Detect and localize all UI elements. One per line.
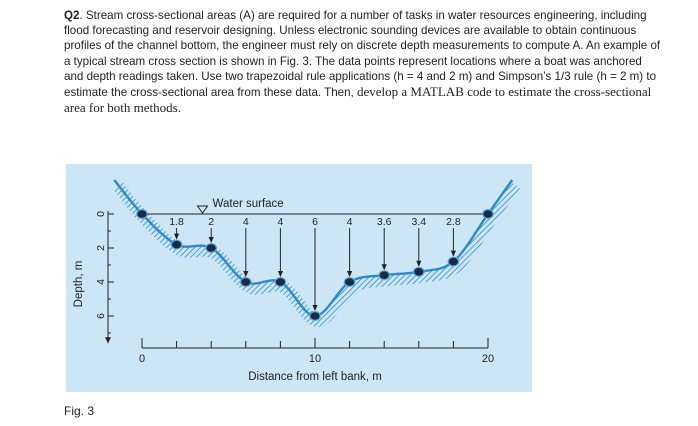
distance-tick-label: 0 bbox=[139, 353, 145, 365]
depth-arrowhead-icon bbox=[243, 271, 249, 277]
question-text: Q2. Stream cross-sectional areas (A) are… bbox=[64, 8, 664, 116]
depth-axis-label: Depth, m bbox=[73, 261, 85, 308]
depth-reading-label: 6 bbox=[312, 216, 318, 228]
data-point bbox=[136, 208, 148, 219]
channel-bed-hatching bbox=[112, 181, 521, 328]
depth-tick-label: 4 bbox=[95, 279, 107, 285]
depth-reading-label: 4 bbox=[277, 216, 283, 228]
depth-axis-arrow-icon bbox=[105, 337, 111, 344]
question-body-serif: develop a MATLAB code to estimate the cr… bbox=[64, 84, 652, 116]
distance-tick-label: 20 bbox=[482, 353, 494, 365]
depth-reading-label: 1.8 bbox=[169, 216, 184, 228]
cross-section-figure: 0 2 4 6 Depth, m 0 10 20 Distance from left bank… bbox=[66, 164, 532, 392]
distance-tick-label: 10 bbox=[309, 353, 321, 365]
data-point bbox=[343, 276, 356, 287]
depth-reading-label: 3.6 bbox=[377, 216, 392, 228]
data-point bbox=[482, 208, 494, 219]
data-point bbox=[170, 239, 183, 250]
data-point bbox=[274, 276, 287, 287]
water-surface-triangle-icon bbox=[196, 205, 209, 214]
depth-arrowhead-icon bbox=[208, 237, 214, 243]
depth-tick-label: 6 bbox=[95, 313, 107, 319]
water-surface-label: Water surface bbox=[213, 198, 284, 210]
data-point bbox=[240, 276, 252, 287]
depth-arrowhead-icon bbox=[277, 271, 283, 277]
question-body: . Stream cross-sectional areas (A) are r… bbox=[64, 9, 661, 100]
depth-reading-label: 2 bbox=[208, 216, 214, 228]
depth-reading-label: 2.8 bbox=[446, 216, 461, 228]
cross-section-chart: 0 2 4 6 Depth, m 0 10 20 Distance from left bank… bbox=[73, 179, 521, 383]
depth-reading-label: 4 bbox=[243, 216, 249, 228]
distance-axis-label: Distance from left bank, m bbox=[248, 371, 382, 383]
data-point bbox=[412, 266, 425, 277]
data-point bbox=[378, 270, 390, 281]
depth-arrowhead-icon bbox=[174, 233, 180, 240]
depth-reading-label: 4 bbox=[347, 216, 353, 228]
depth-arrowhead-icon bbox=[347, 271, 353, 277]
data-point bbox=[309, 311, 321, 322]
depth-arrowhead-icon bbox=[450, 250, 456, 257]
data-point bbox=[447, 256, 460, 267]
depth-reading-label: 3.4 bbox=[411, 216, 426, 228]
depth-arrowhead-icon bbox=[381, 264, 387, 271]
figure-caption: Fig. 3 bbox=[64, 404, 95, 418]
depth-arrowhead-icon bbox=[416, 260, 422, 267]
depth-tick-label: 0 bbox=[95, 211, 107, 217]
depth-arrowhead-icon bbox=[312, 305, 318, 311]
data-point bbox=[205, 242, 217, 253]
question-number: Q2 bbox=[64, 9, 80, 22]
depth-tick-label: 2 bbox=[95, 245, 107, 251]
